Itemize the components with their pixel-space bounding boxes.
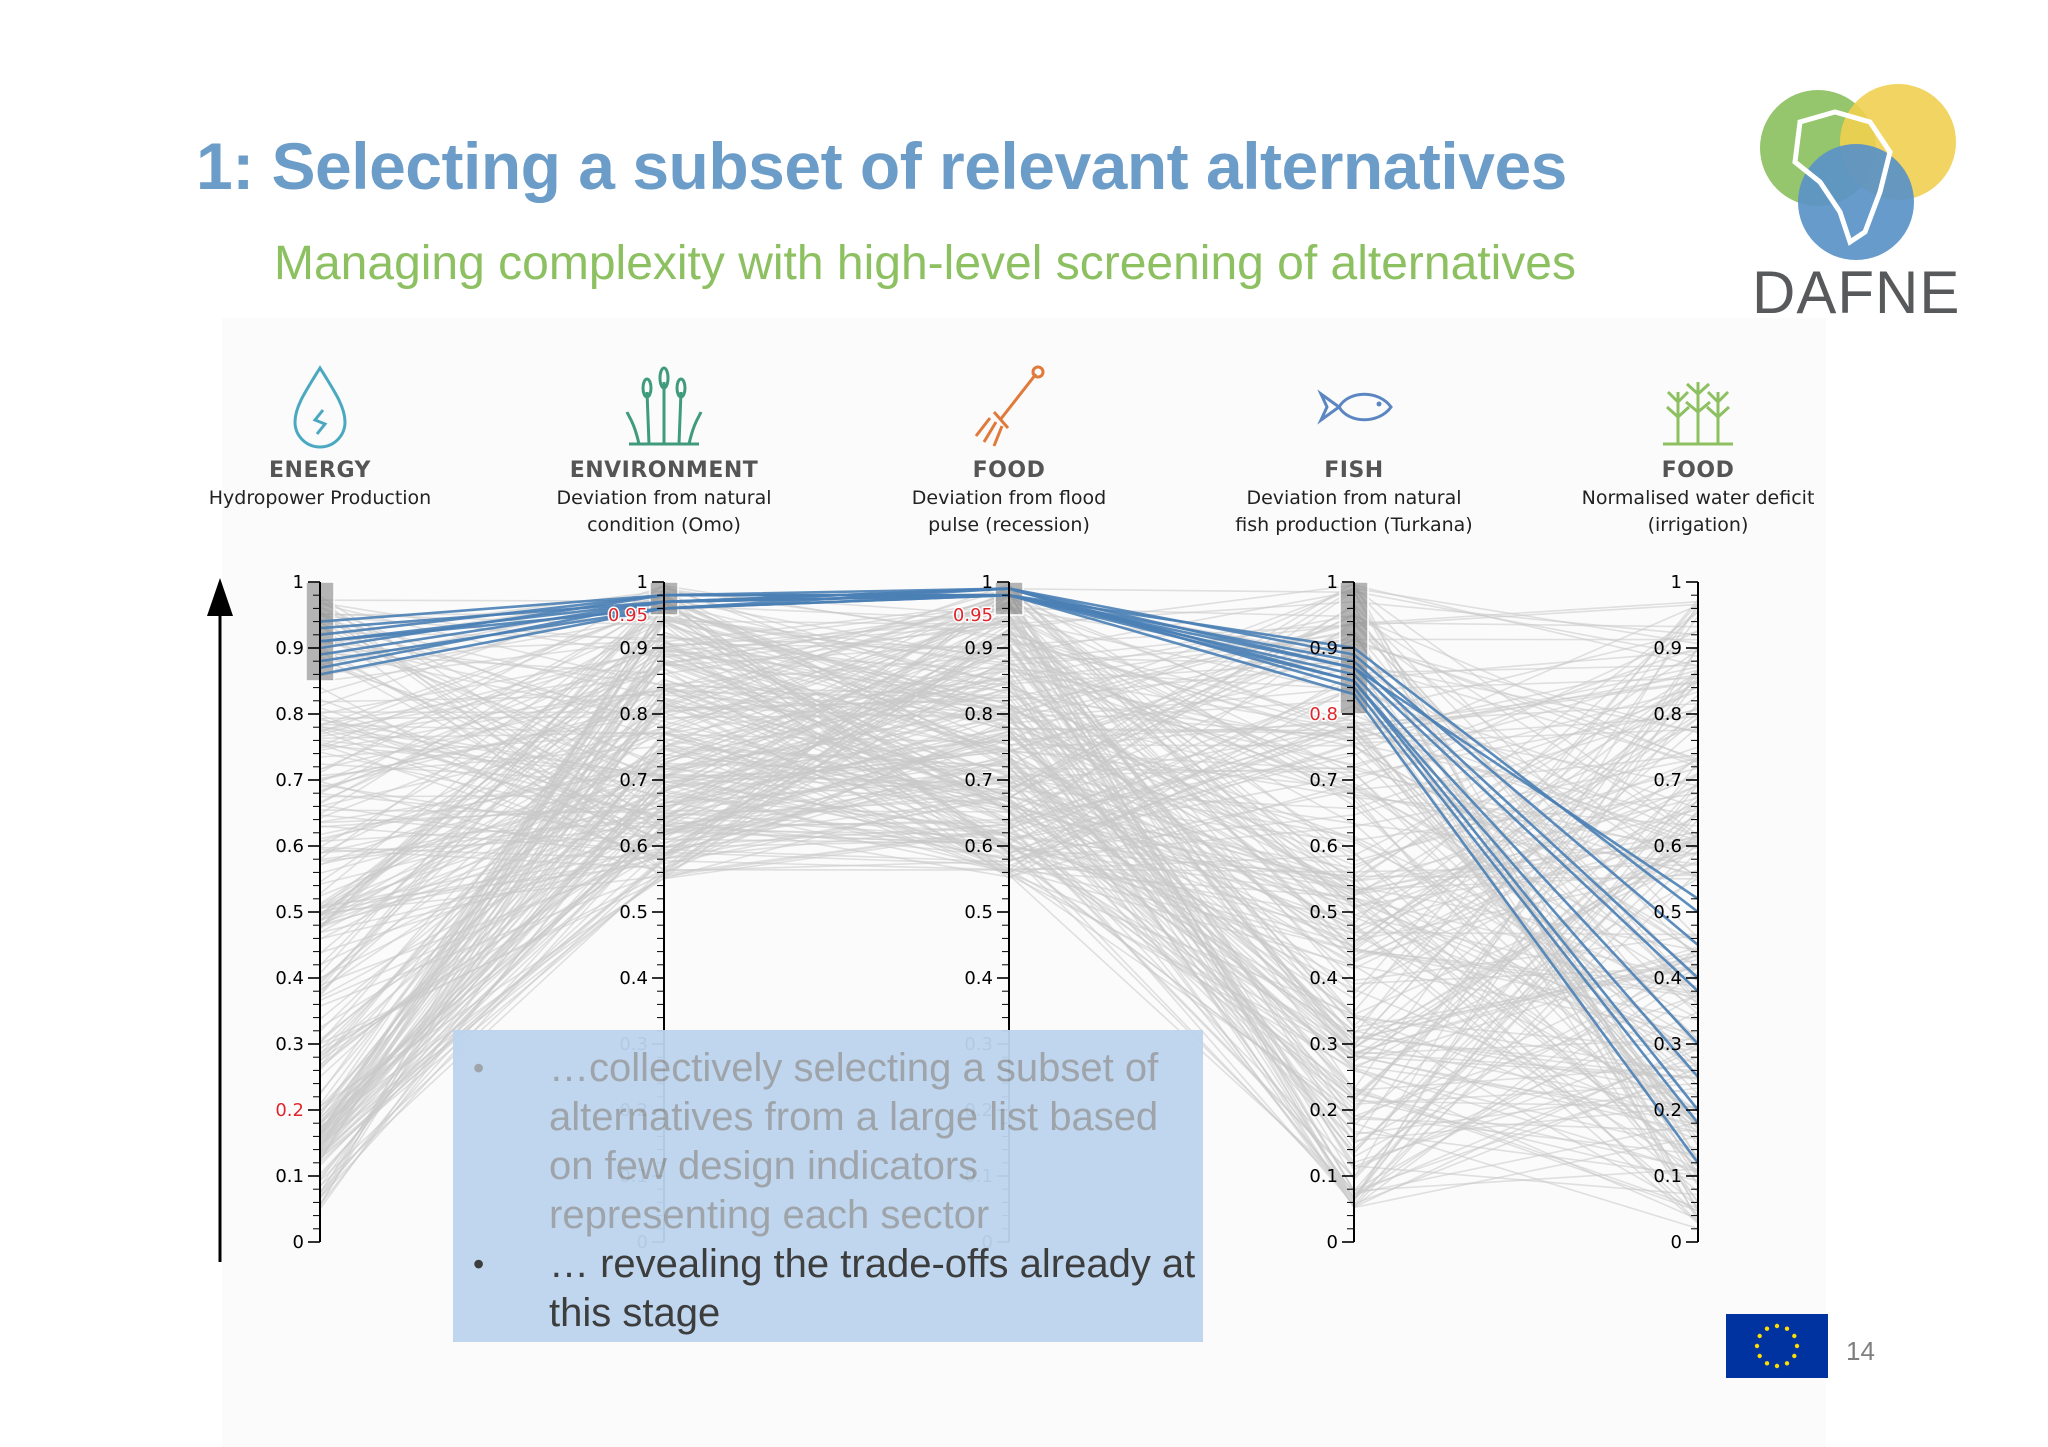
logo-text: DAFNE (1752, 259, 1961, 326)
tick-label: 0.9 (964, 638, 993, 659)
tick-label: 0.6 (1309, 836, 1338, 857)
axis-category: ENVIRONMENT (569, 458, 759, 483)
axis-header: FISH Deviation from natural fish productio… (1189, 458, 1519, 539)
tick-label: 0.4 (619, 968, 648, 989)
tick-label: 0.6 (275, 836, 304, 857)
tick-label: 0.8 (275, 704, 304, 725)
axis-header: FOOD Normalised water deficit (irrigation) (1533, 458, 1863, 539)
page-number: 14 (1846, 1336, 1875, 1366)
axis-label-line2: (irrigation) (1647, 514, 1749, 536)
eu-star (1792, 1333, 1797, 1339)
eu-star (1784, 1326, 1790, 1331)
tick-label: 0.9 (1309, 638, 1338, 659)
tick-label: 0.1 (275, 1166, 304, 1187)
highlight-tick-label: 0.2 (275, 1100, 304, 1121)
tick-label: 0.3 (1309, 1034, 1338, 1055)
eu-flag-icon (1726, 1314, 1828, 1378)
tick-label: 0.8 (619, 704, 648, 725)
axis-label-line2: fish production (Turkana) (1235, 514, 1473, 536)
tick-label: 0.5 (964, 902, 993, 923)
tick-label: 0.4 (275, 968, 304, 989)
bullet-dot: • (473, 1246, 485, 1282)
pitchfork-icon (974, 365, 1045, 447)
tick-label: 0.5 (619, 902, 648, 923)
axis-category: FOOD (972, 458, 1046, 483)
tick-label: 0.5 (1309, 902, 1338, 923)
tick-label: 0.7 (1653, 770, 1682, 791)
tick-label: 0.9 (275, 638, 304, 659)
tick-label: 0.5 (275, 902, 304, 923)
page-subtitle: Managing complexity with high-level scre… (274, 237, 1576, 290)
tick-label: 0.7 (619, 770, 648, 791)
eu-star (1757, 1353, 1762, 1359)
eu-star (1784, 1361, 1790, 1366)
tick-label: 0.2 (1653, 1100, 1682, 1121)
tick-label: 0.1 (1653, 1166, 1682, 1187)
crops-icon (1663, 382, 1733, 446)
tick-label: 0 (1671, 1232, 1682, 1253)
tick-label: 0.2 (275, 1100, 304, 1121)
tick-label: 0.9 (619, 638, 648, 659)
axis-category: FISH (1324, 458, 1384, 483)
dafne-logo-icon (1760, 84, 1956, 260)
tick-label: 0.6 (964, 836, 993, 857)
tick-label: 0.8 (1309, 704, 1338, 725)
tick-label: 0.4 (1309, 968, 1338, 989)
eu-star (1794, 1343, 1800, 1349)
eu-star (1754, 1343, 1760, 1349)
water-drop-icon (293, 365, 347, 449)
axis-label: Hydropower Production (208, 487, 432, 509)
axis-header: ENERGY Hydropower Production (155, 458, 485, 512)
tick-label: 0.8 (964, 704, 993, 725)
direction-arrow-head (207, 578, 233, 616)
highlight-tick-label: 0.95 (608, 605, 648, 626)
eu-star (1774, 1323, 1780, 1329)
eu-star (1774, 1363, 1780, 1369)
tick-label: 0.2 (1309, 1100, 1338, 1121)
axis-label: Deviation from flood (911, 487, 1107, 509)
tick-label: 1 (1671, 572, 1682, 593)
callout-box: • …collectively selecting a subset of al… (453, 1030, 1203, 1342)
tick-label: 0.6 (1653, 836, 1682, 857)
axis-label-line2: condition (Omo) (587, 514, 741, 536)
tick-label: 0.5 (1653, 902, 1682, 923)
bullet-dot: • (473, 1050, 485, 1086)
tick-label: 0.3 (275, 1034, 304, 1055)
axis-category: FOOD (1661, 458, 1735, 483)
tick-label: 0.8 (1653, 704, 1682, 725)
tick-label: 0.7 (275, 770, 304, 791)
tick-label: 0.9 (1653, 638, 1682, 659)
tick-label: 0 (1327, 1232, 1338, 1253)
tick-label: 0.4 (964, 968, 993, 989)
eu-star (1764, 1326, 1770, 1331)
axis-header: ENVIRONMENT Deviation from natural conditi… (499, 458, 829, 539)
eu-star (1757, 1333, 1762, 1339)
highlight-tick-label: 0.8 (1309, 704, 1338, 725)
tick-label: 0.7 (1309, 770, 1338, 791)
tick-label: 0.7 (964, 770, 993, 791)
page-title: 1: Selecting a subset of relevant altern… (196, 129, 1567, 203)
tick-label: 1 (293, 572, 304, 593)
axis-label-line2: pulse (recession) (928, 514, 1090, 536)
tick-label: 1 (1327, 572, 1338, 593)
axis-header: FOOD Deviation from flood pulse (recession… (844, 458, 1174, 539)
highlight-tick-label: 0.95 (953, 605, 993, 626)
axis-category: ENERGY (269, 458, 371, 483)
eu-star (1792, 1353, 1797, 1359)
tick-label: 1 (637, 572, 648, 593)
tick-label: 0.4 (1653, 968, 1682, 989)
axis-label: Deviation from natural (1246, 487, 1462, 509)
eu-star (1764, 1361, 1770, 1366)
tick-label: 1 (982, 572, 993, 593)
tick-label: 0 (293, 1232, 304, 1253)
reeds-icon (625, 366, 703, 446)
tick-label: 0.3 (1653, 1034, 1682, 1055)
axis-label: Deviation from natural (556, 487, 772, 509)
fish-icon (1317, 389, 1393, 425)
tick-label: 0.6 (619, 836, 648, 857)
axis-label: Normalised water deficit (1581, 487, 1815, 509)
tick-label: 0.1 (1309, 1166, 1338, 1187)
